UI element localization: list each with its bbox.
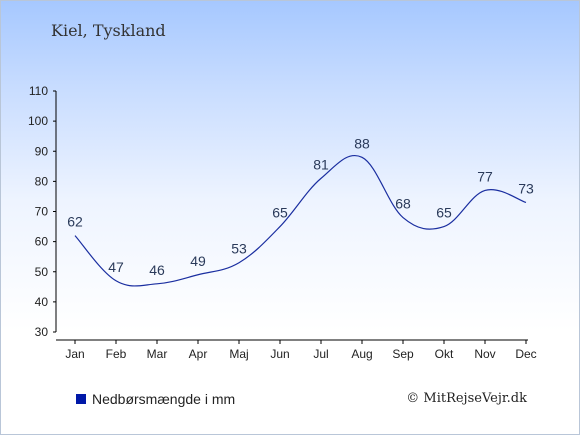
- x-tick-label: Apr: [189, 347, 208, 361]
- credit-text: © MitRejseVejr.dk: [406, 391, 527, 406]
- x-tick-label: Dec: [515, 347, 536, 361]
- x-tick-label: Maj: [229, 347, 248, 361]
- data-label: 65: [272, 205, 288, 221]
- data-label: 47: [108, 259, 124, 275]
- y-tick-label: 40: [35, 295, 49, 309]
- data-label: 73: [518, 180, 534, 196]
- x-tick-label: Jul: [313, 347, 328, 361]
- data-label: 68: [395, 196, 411, 212]
- x-tick-label: Jun: [270, 347, 289, 361]
- y-tick-label: 80: [35, 174, 49, 188]
- data-label: 49: [190, 253, 206, 269]
- x-tick-label: Nov: [474, 347, 495, 361]
- x-tick-label: Feb: [106, 347, 127, 361]
- data-label: 53: [231, 241, 247, 257]
- data-label: 81: [313, 156, 329, 172]
- x-tick-label: Mar: [147, 347, 168, 361]
- location-title: Kiel, Tyskland: [51, 21, 166, 40]
- legend-label: Nedbørsmængde i mm: [92, 391, 236, 407]
- data-label: 46: [149, 262, 165, 278]
- y-tick-label: 30: [35, 325, 49, 339]
- legend: Nedbørsmængde i mm: [76, 391, 235, 407]
- data-label: 65: [436, 205, 452, 221]
- y-tick-label: 110: [29, 84, 48, 98]
- x-tick-label: Aug: [351, 347, 372, 361]
- y-tick-label: 50: [35, 265, 49, 279]
- x-tick-label: Sep: [392, 347, 414, 361]
- y-tick-label: 100: [28, 114, 48, 128]
- x-tick-label: Jan: [65, 347, 84, 361]
- legend-swatch: [76, 394, 86, 404]
- y-tick-label: 70: [35, 205, 49, 219]
- data-label: 88: [354, 135, 370, 151]
- y-tick-label: 60: [35, 235, 49, 249]
- x-tick-label: Okt: [435, 347, 454, 361]
- data-label: 62: [67, 214, 83, 230]
- y-tick-label: 90: [35, 144, 49, 158]
- series-line: [74, 155, 527, 287]
- data-label: 77: [477, 168, 493, 184]
